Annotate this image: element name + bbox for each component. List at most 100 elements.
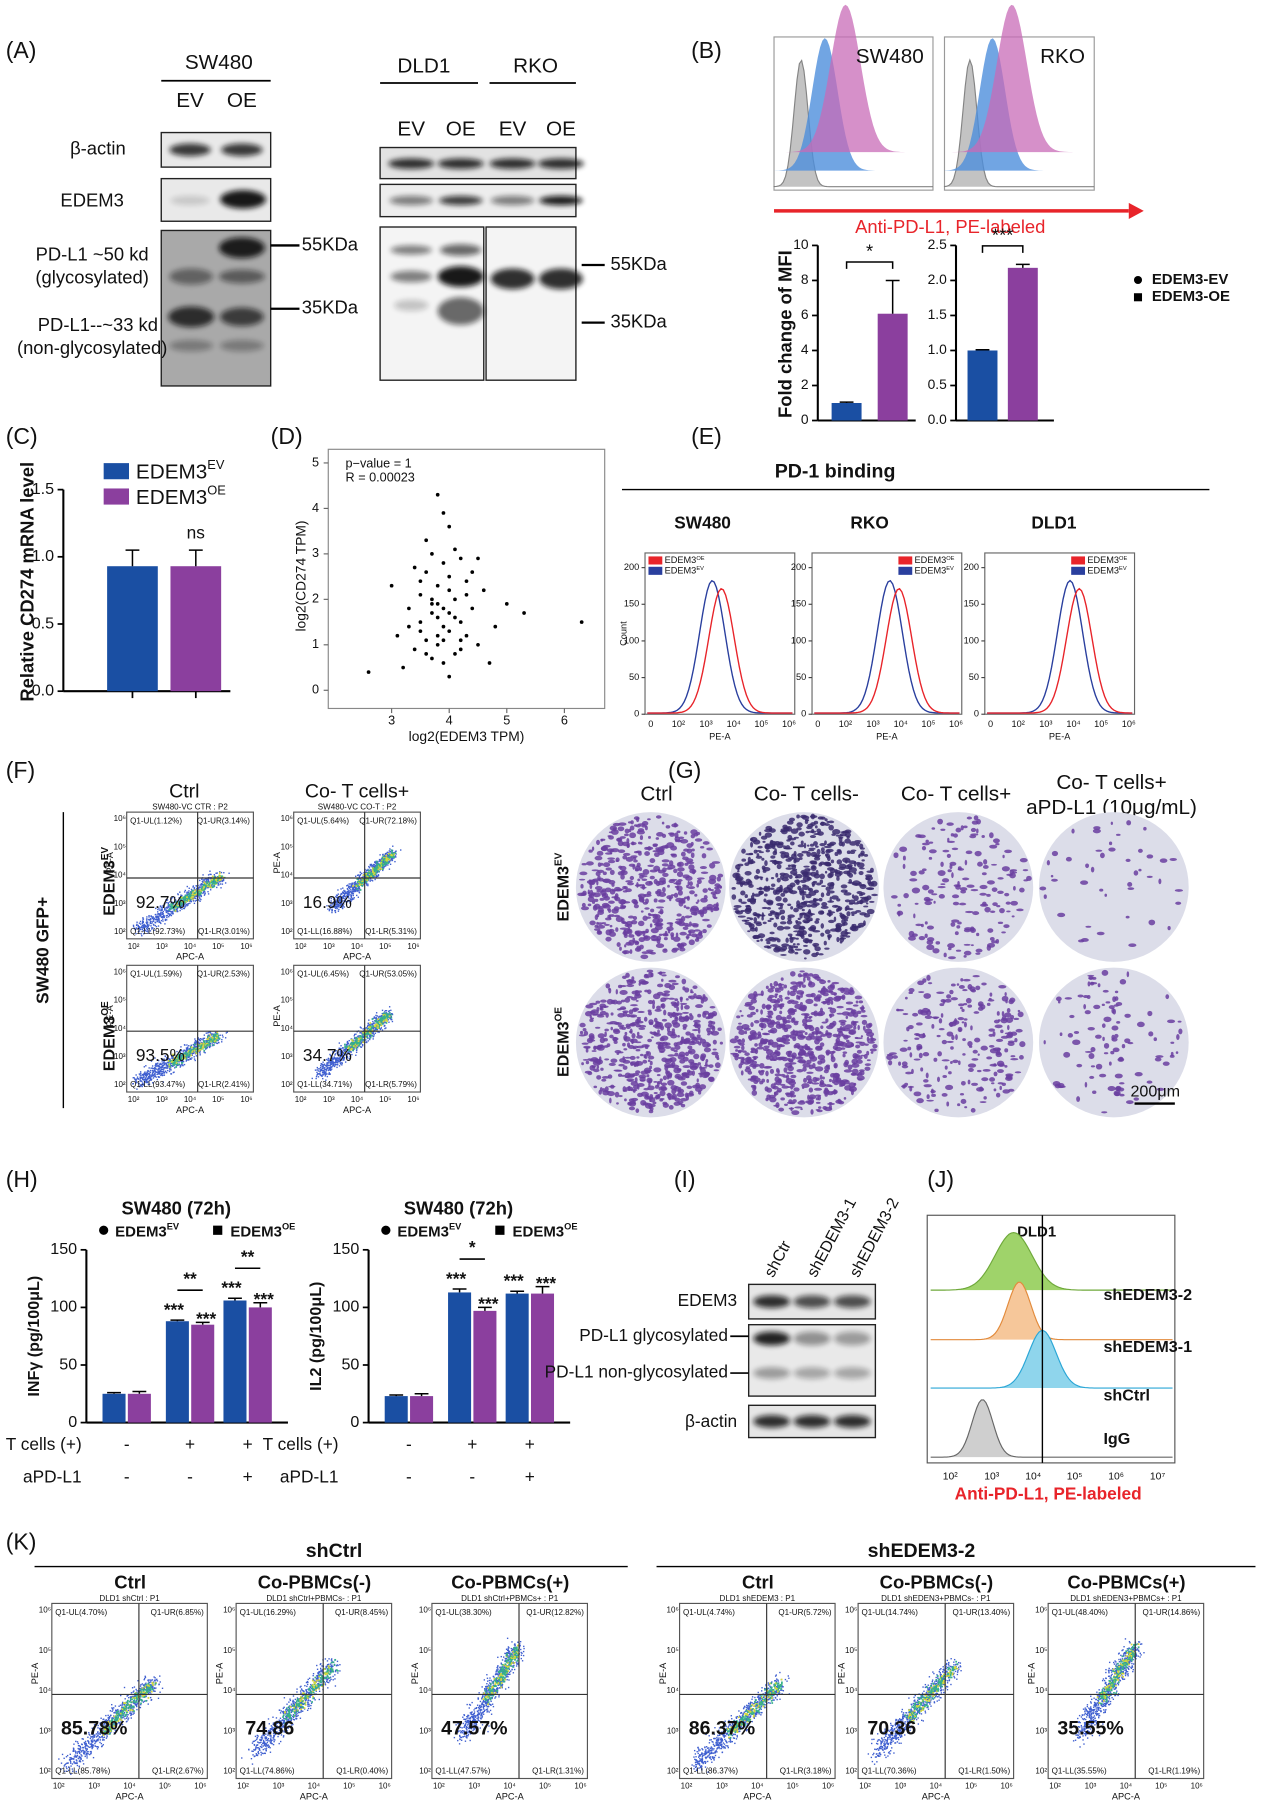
flow-dot — [371, 1018, 374, 1020]
flow-dot — [353, 1033, 356, 1036]
colony — [656, 906, 664, 909]
flow-dot — [167, 906, 169, 908]
flow-dot — [198, 896, 201, 898]
error-bar — [885, 279, 900, 314]
flow-dot — [355, 885, 358, 888]
flow-dot — [212, 1044, 215, 1046]
flow-dot — [205, 882, 208, 884]
scatter-point — [441, 511, 446, 515]
y-tick-label: 2.5 — [928, 236, 948, 252]
flow-dot — [211, 875, 214, 878]
flow-dot — [157, 916, 160, 918]
colony — [756, 939, 760, 943]
colony — [686, 848, 693, 854]
x-tick-label: 10³ — [866, 719, 879, 729]
y-tick-label: 1.0 — [32, 547, 54, 565]
flow-dot — [359, 881, 362, 884]
colony — [771, 883, 776, 887]
flow-dot — [161, 916, 163, 918]
colony — [776, 925, 785, 931]
flow-dot — [155, 907, 157, 910]
colony — [865, 902, 869, 905]
flow-dot — [324, 1075, 326, 1077]
flow-dot — [154, 1069, 156, 1072]
colony — [616, 888, 624, 891]
label: *** — [992, 225, 1014, 246]
flow-dot — [199, 884, 201, 886]
colony — [633, 901, 639, 905]
flow-dot — [169, 1065, 172, 1068]
flow-dot — [362, 1038, 365, 1041]
flow-dot — [380, 1024, 383, 1027]
colony — [782, 897, 788, 903]
flow-dot — [148, 1067, 150, 1069]
flow-dot — [377, 1027, 379, 1030]
colony — [655, 837, 660, 840]
flow-dot — [365, 881, 368, 883]
flow-dot — [360, 1035, 363, 1038]
flow-dot — [319, 1068, 321, 1070]
x-tick-label: 10⁴ — [894, 719, 908, 729]
flow-dot — [158, 1072, 160, 1074]
scatter-point — [424, 638, 429, 643]
flow-dot — [132, 1077, 134, 1079]
flow-dot — [382, 1012, 385, 1015]
colony — [593, 898, 599, 902]
blot-band — [437, 158, 484, 169]
flow-dot — [147, 1069, 149, 1072]
colony — [646, 916, 651, 919]
colony — [767, 919, 772, 923]
label: SW480 — [185, 51, 253, 74]
label-base: EDEM3 — [136, 486, 207, 509]
label: log2(EDEM3 TPM) — [409, 728, 525, 744]
colony — [665, 867, 673, 870]
flow-dot — [394, 852, 397, 854]
x-tick-label: 10³ — [699, 719, 712, 729]
x-tick-label: 10⁴ — [351, 942, 364, 951]
colony — [831, 904, 839, 908]
blot — [485, 226, 577, 381]
flow-dot — [362, 1028, 364, 1030]
flow-dot — [186, 894, 189, 897]
flow-dot — [386, 1020, 388, 1023]
flow-dot — [165, 1067, 168, 1069]
flow-dot — [205, 878, 207, 880]
flow-dot — [328, 1068, 330, 1071]
x-tick-label: 10⁶ — [782, 719, 796, 729]
colony — [691, 869, 696, 875]
flow-dot — [351, 1041, 353, 1044]
flow-dot — [148, 1073, 151, 1075]
flow-dot — [199, 886, 202, 888]
flow-dot — [163, 1072, 165, 1074]
colony — [689, 890, 695, 895]
flow-dot — [135, 927, 138, 929]
flow-dot — [348, 1039, 350, 1042]
y-tick-label: 1 — [312, 637, 319, 651]
flow-dot — [373, 863, 375, 866]
colony — [783, 926, 791, 930]
flow-dot — [162, 905, 164, 907]
legend-swatch — [648, 556, 663, 565]
flow-dot — [205, 1032, 207, 1034]
colony — [741, 858, 747, 862]
colony — [711, 861, 721, 864]
colony — [649, 923, 653, 928]
scatter-point — [441, 638, 446, 643]
blot-band — [537, 158, 584, 169]
flow-dot — [186, 892, 188, 894]
scatter-point — [366, 670, 371, 674]
colony — [634, 930, 640, 935]
label-base: EDEM3 — [101, 1016, 119, 1072]
flow-dot — [203, 894, 206, 896]
blot-band — [219, 190, 267, 209]
flow-dot — [146, 1071, 148, 1074]
label-sup: OE — [696, 555, 704, 561]
flow-dot — [191, 1057, 193, 1059]
scatter-point — [441, 661, 446, 665]
flow-dot — [400, 849, 402, 851]
colony — [650, 908, 655, 913]
flow-dot — [382, 854, 384, 856]
y-tick-label: 0 — [634, 709, 639, 719]
error-bar — [1015, 263, 1030, 268]
label: EDEM3 — [60, 190, 123, 211]
